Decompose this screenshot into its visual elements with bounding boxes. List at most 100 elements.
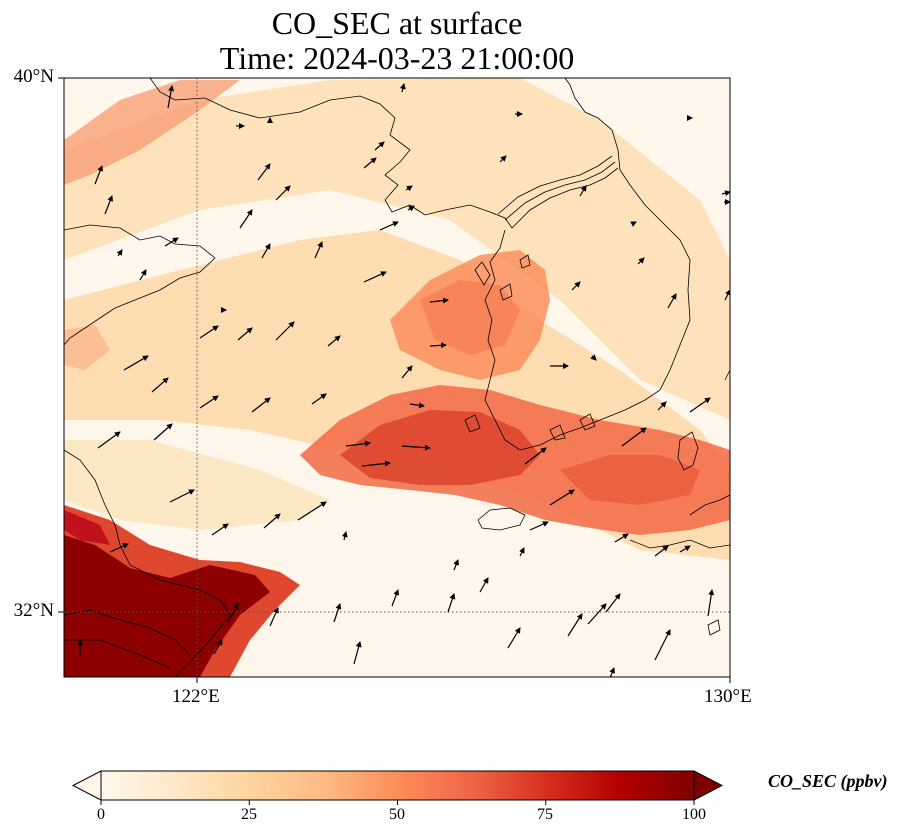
colorbar-extend-low xyxy=(71,770,102,801)
wind-arrow xyxy=(116,249,123,257)
wind-arrow xyxy=(529,521,549,531)
wind-arrow xyxy=(169,489,195,503)
wind-arrow xyxy=(429,342,447,349)
wind-arrow xyxy=(379,221,399,231)
wind-vectors xyxy=(77,83,730,677)
wind-arrow xyxy=(499,155,507,163)
wind-arrow xyxy=(689,397,711,413)
wind-arrow xyxy=(257,163,271,181)
wind-arrow xyxy=(407,205,415,212)
wind-arrow xyxy=(614,533,629,543)
wind-arrow xyxy=(391,589,400,607)
lon-tick-label-122: 122°E xyxy=(172,686,220,707)
wind-arrow xyxy=(104,195,113,215)
wind-arrow xyxy=(97,431,121,449)
wind-arrow xyxy=(609,667,615,677)
wind-arrow xyxy=(579,185,587,197)
wind-arrow xyxy=(507,627,521,649)
wind-arrow xyxy=(621,427,647,447)
wind-arrow xyxy=(167,85,175,109)
wind-arrow xyxy=(401,444,431,451)
wind-arrow xyxy=(211,523,229,536)
wind-arrow xyxy=(567,613,583,637)
wind-arrow xyxy=(263,513,281,529)
colorbar-gradient xyxy=(101,771,694,800)
lat-tick-label-40: 40°N xyxy=(13,66,54,87)
wind-arrow xyxy=(251,397,271,413)
wind-arrow xyxy=(605,593,621,613)
map-title-line2: Time: 2024-03-23 21:00:00 xyxy=(219,40,575,76)
wind-arrow xyxy=(199,395,219,409)
wind-arrow xyxy=(361,460,391,467)
wind-arrow xyxy=(297,501,327,521)
map-frame xyxy=(63,77,731,678)
lat-ticks xyxy=(58,77,64,613)
wind-arrow xyxy=(237,327,253,341)
map-title-line1: CO_SEC at surface xyxy=(271,5,523,41)
wind-arrow xyxy=(667,293,677,309)
wind-arrow xyxy=(571,281,581,291)
wind-arrow xyxy=(453,559,459,571)
wind-arrow xyxy=(164,237,179,247)
wind-arrow xyxy=(199,325,219,339)
wind-arrow xyxy=(327,335,341,347)
wind-arrow xyxy=(519,547,525,557)
coastlines xyxy=(64,78,730,677)
wind-arrow xyxy=(587,603,607,625)
wind-arrow xyxy=(429,297,449,304)
wind-arrow xyxy=(213,639,223,655)
wind-arrow xyxy=(657,401,667,411)
colorbar-tick-label-100: 100 xyxy=(682,806,706,823)
lon-tick-label-130: 130°E xyxy=(704,686,752,707)
wind-arrow xyxy=(139,269,147,281)
wind-arrow xyxy=(363,157,377,169)
wind-arrow xyxy=(227,603,239,623)
wind-arrow xyxy=(363,271,387,283)
colorbar-tick-label-50: 50 xyxy=(389,806,405,823)
wind-arrow xyxy=(314,241,323,259)
wind-arrow xyxy=(721,190,730,197)
wind-arrow xyxy=(524,447,547,465)
colorbar xyxy=(71,770,724,805)
wind-arrow xyxy=(409,402,425,409)
wind-arrow xyxy=(275,321,295,341)
wind-arrow xyxy=(679,545,691,553)
map-panel xyxy=(64,78,730,677)
wind-arrow xyxy=(654,629,671,661)
wind-arrow xyxy=(269,607,279,627)
wind-arrow xyxy=(153,423,173,441)
colorbar-tick-label-25: 25 xyxy=(241,806,257,823)
wind-arrow xyxy=(151,377,169,393)
wind-arrow xyxy=(275,185,291,201)
wind-arrow xyxy=(374,141,385,151)
gridlines xyxy=(64,78,730,677)
wind-arrow xyxy=(654,545,669,557)
wind-arrow xyxy=(724,289,730,301)
wind-arrow xyxy=(311,393,327,405)
colorbar-title: CO_SEC (ppbv) xyxy=(768,771,888,791)
colorbar-extend-high xyxy=(693,770,724,801)
wind-arrow xyxy=(447,593,456,613)
wind-arrow xyxy=(637,257,645,265)
wind-arrow xyxy=(109,543,129,553)
wind-arrow xyxy=(399,83,406,93)
wind-arrow xyxy=(261,243,271,259)
wind-arrow xyxy=(345,440,371,447)
wind-arrow xyxy=(630,221,637,227)
wind-arrow xyxy=(401,365,413,379)
wind-arrow xyxy=(123,355,149,371)
wind-arrow xyxy=(239,209,253,229)
wind-arrow xyxy=(590,354,597,361)
lon-ticks xyxy=(196,677,731,683)
wind-arrow xyxy=(94,165,103,185)
wind-arrow xyxy=(341,531,348,541)
lat-tick-label-32: 32°N xyxy=(13,600,54,621)
colorbar-tick-label-75: 75 xyxy=(537,806,553,823)
wind-arrow xyxy=(405,185,413,192)
wind-arrow xyxy=(549,489,575,506)
wind-arrow xyxy=(479,577,489,593)
wind-arrow xyxy=(707,589,715,617)
wind-arrow xyxy=(333,603,342,623)
colorbar-tick-label-0: 0 xyxy=(97,806,105,823)
